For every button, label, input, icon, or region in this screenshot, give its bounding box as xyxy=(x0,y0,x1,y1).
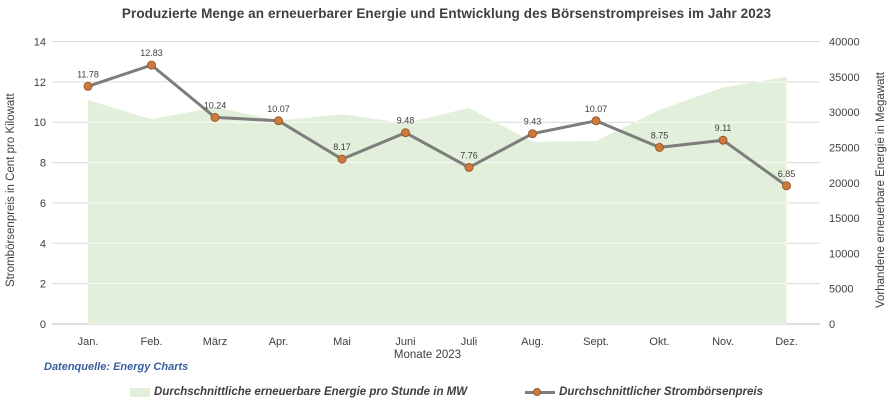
price-marker xyxy=(210,112,220,122)
energy-area-series xyxy=(88,76,787,324)
left-axis-tick-label: 14 xyxy=(34,37,46,49)
legend-item-price: Durchschnittlicher Strombörsenpreis xyxy=(525,386,763,398)
price-data-label: 6.85 xyxy=(778,169,796,179)
price-data-label: 9.11 xyxy=(715,123,732,133)
price-data-label: 8.75 xyxy=(651,130,669,140)
month-tick-label: Mai xyxy=(333,336,351,348)
price-marker xyxy=(782,181,791,191)
right-axis-tick-label: 40000 xyxy=(829,37,860,49)
left-axis-tick-label: 0 xyxy=(40,319,46,331)
price-data-label: 9.43 xyxy=(524,117,542,127)
price-marker xyxy=(464,162,474,172)
right-axis-tick-label: 20000 xyxy=(829,178,860,190)
price-data-label: 11.78 xyxy=(77,69,99,79)
right-axis-tick-label: 35000 xyxy=(829,72,860,84)
price-marker xyxy=(528,129,537,139)
left-axis-tick-label: 6 xyxy=(40,198,46,210)
left-axis-tick-label: 4 xyxy=(40,238,46,250)
left-axis-tick-label: 12 xyxy=(34,77,46,89)
right-axis-tick-label: 30000 xyxy=(829,107,860,119)
price-marker xyxy=(401,128,410,138)
right-axis-tick-label: 10000 xyxy=(829,248,860,260)
month-tick-label: Jan. xyxy=(78,336,99,348)
line-marker-icon xyxy=(525,387,556,397)
month-tick-label: Okt. xyxy=(649,336,669,348)
left-axis-tick-label: 2 xyxy=(40,279,46,291)
month-tick-label: Juni xyxy=(395,336,415,348)
price-data-label: 10.24 xyxy=(204,100,227,110)
price-marker xyxy=(83,81,93,91)
right-axis-tick-label: 5000 xyxy=(829,284,853,296)
month-tick-label: Sept. xyxy=(583,336,609,348)
month-tick-label: Nov. xyxy=(712,336,734,348)
price-marker xyxy=(591,116,601,126)
price-marker xyxy=(718,135,728,145)
month-tick-label: März xyxy=(203,336,227,348)
right-axis-tick-label: 0 xyxy=(829,319,835,331)
price-marker xyxy=(274,116,283,126)
month-tick-label: Dez. xyxy=(775,336,798,348)
legend: Durchschnittliche erneuerbare Energie pr… xyxy=(0,386,893,398)
month-tick-label: Aug. xyxy=(521,336,544,348)
month-tick-label: Apr. xyxy=(269,336,289,348)
price-data-label: 8.17 xyxy=(333,142,351,152)
left-axis-tick-label: 10 xyxy=(34,117,46,129)
price-data-label: 10.07 xyxy=(267,104,290,114)
price-data-label: 9.48 xyxy=(397,116,415,126)
right-axis-tick-label: 25000 xyxy=(829,142,860,154)
price-data-label: 10.07 xyxy=(585,104,608,114)
price-data-label: 7.76 xyxy=(460,150,478,160)
price-marker xyxy=(147,60,156,70)
month-tick-label: Feb. xyxy=(140,336,162,348)
right-axis-tick-label: 15000 xyxy=(829,213,860,225)
price-data-label: 12.83 xyxy=(140,48,163,58)
month-tick-label: Juli xyxy=(461,336,478,348)
price-marker xyxy=(655,142,664,152)
area-swatch-icon xyxy=(130,387,151,397)
left-axis-tick-label: 8 xyxy=(40,158,46,170)
legend-label-price: Durchschnittlicher Strombörsenpreis xyxy=(559,386,763,398)
price-line-series xyxy=(86,63,788,188)
legend-label-energy: Durchschnittliche erneuerbare Energie pr… xyxy=(154,386,468,398)
data-source-note: Datenquelle: Energy Charts xyxy=(44,361,189,373)
legend-item-energy: Durchschnittliche erneuerbare Energie pr… xyxy=(130,386,467,398)
chart-title: Produzierte Menge an erneuerbarer Energi… xyxy=(121,6,772,21)
price-marker xyxy=(337,154,347,164)
x-axis-title: Monate 2023 xyxy=(393,349,462,361)
